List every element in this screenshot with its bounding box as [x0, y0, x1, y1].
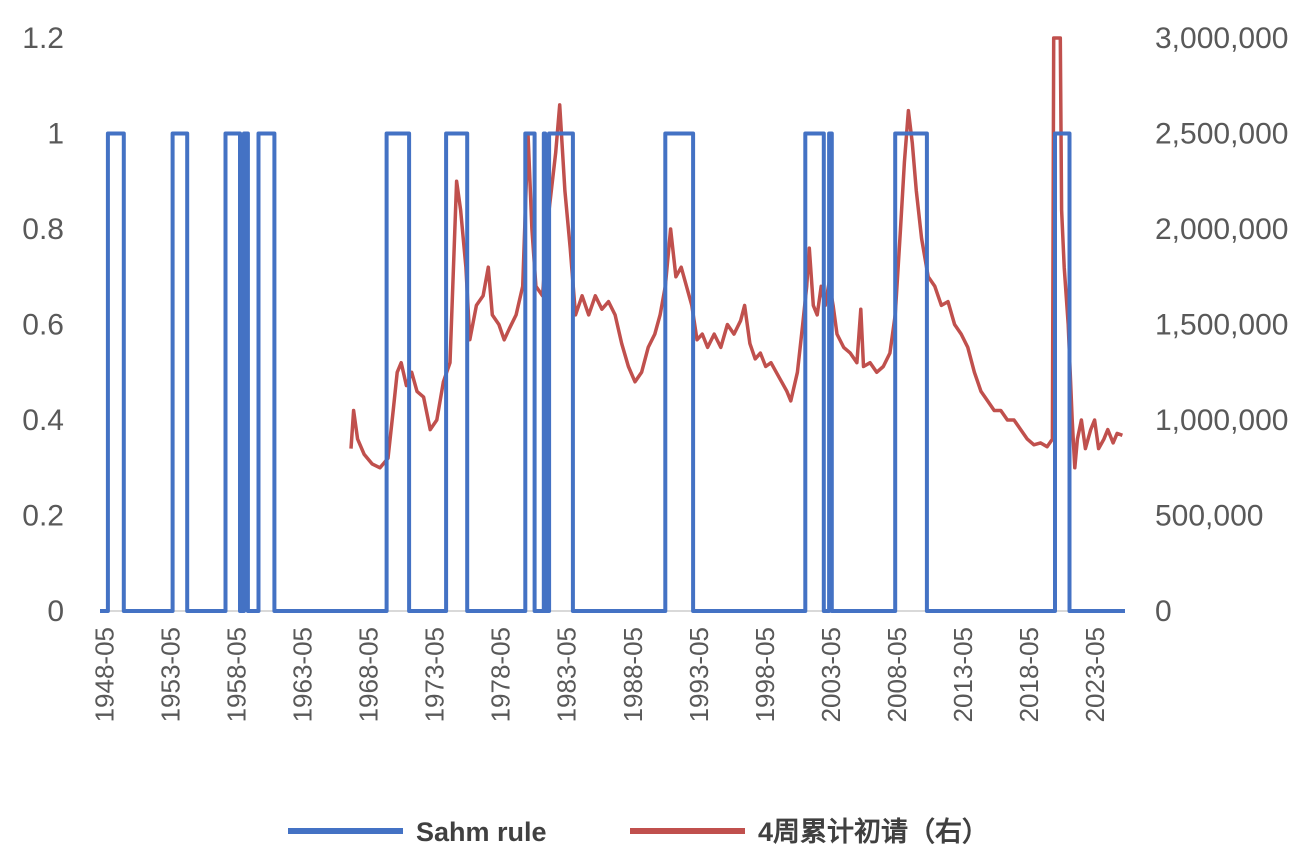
x-tick-label: 2003-05 [816, 627, 846, 722]
x-tick-label: 1958-05 [221, 627, 251, 722]
x-tick-label: 2013-05 [948, 627, 978, 722]
x-tick-label: 2008-05 [882, 627, 912, 722]
series-layer [100, 36, 1125, 613]
x-tick-label: 1988-05 [618, 627, 648, 722]
y-right-tick-label: 3,000,000 [1155, 22, 1288, 55]
y-right-tick-label: 1,500,000 [1155, 309, 1288, 342]
y-right-tick-label: 2,000,000 [1155, 213, 1288, 246]
x-tick-label: 1968-05 [354, 627, 384, 722]
x-tick-label: 1948-05 [89, 627, 119, 722]
x-tick-labels: 1948-05 1953-05 1958-05 1963-05 1968-05 1973-… [89, 627, 1110, 722]
y-left-tick-label: 0.2 [22, 500, 64, 533]
x-tick-label: 1963-05 [288, 627, 318, 722]
y-right-tick-label: 500,000 [1155, 500, 1263, 533]
legend-label-initial-claims: 4周累计初请（右） [758, 817, 989, 847]
x-tick-label: 1993-05 [684, 627, 714, 722]
x-tick-label: 1973-05 [420, 627, 450, 722]
legend: Sahm rule 4周累计初请（右） [288, 817, 989, 847]
y-left-tick-label: 0 [47, 595, 64, 628]
series-line-initial-claims [349, 36, 1123, 470]
y-left-tick-label: 0.8 [22, 213, 64, 246]
x-tick-label: 2023-05 [1080, 627, 1110, 722]
x-tick-label: 1978-05 [486, 627, 516, 722]
series-line-sahm-rule [100, 131, 1125, 613]
y-right-tick-label: 0 [1155, 595, 1172, 628]
y-left-tick-label: 0.6 [22, 309, 64, 342]
x-tick-label: 1983-05 [552, 627, 582, 722]
x-tick-label: 2018-05 [1014, 627, 1044, 722]
y-right-tick-label: 2,500,000 [1155, 118, 1288, 151]
y-left-tick-label: 0.4 [22, 404, 64, 437]
y-left-tick-label: 1.2 [22, 22, 64, 55]
y-left-tick-labels: 0 0.2 0.4 0.6 0.8 1 1.2 [22, 22, 64, 628]
legend-label-sahm-rule: Sahm rule [416, 817, 547, 847]
y-right-tick-label: 1,000,000 [1155, 404, 1288, 437]
x-tick-label: 1953-05 [155, 627, 185, 722]
y-left-tick-label: 1 [47, 118, 64, 151]
y-right-tick-labels: 0 500,000 1,000,000 1,500,000 2,000,000 2,500… [1155, 22, 1288, 628]
x-tick-label: 1998-05 [750, 627, 780, 722]
